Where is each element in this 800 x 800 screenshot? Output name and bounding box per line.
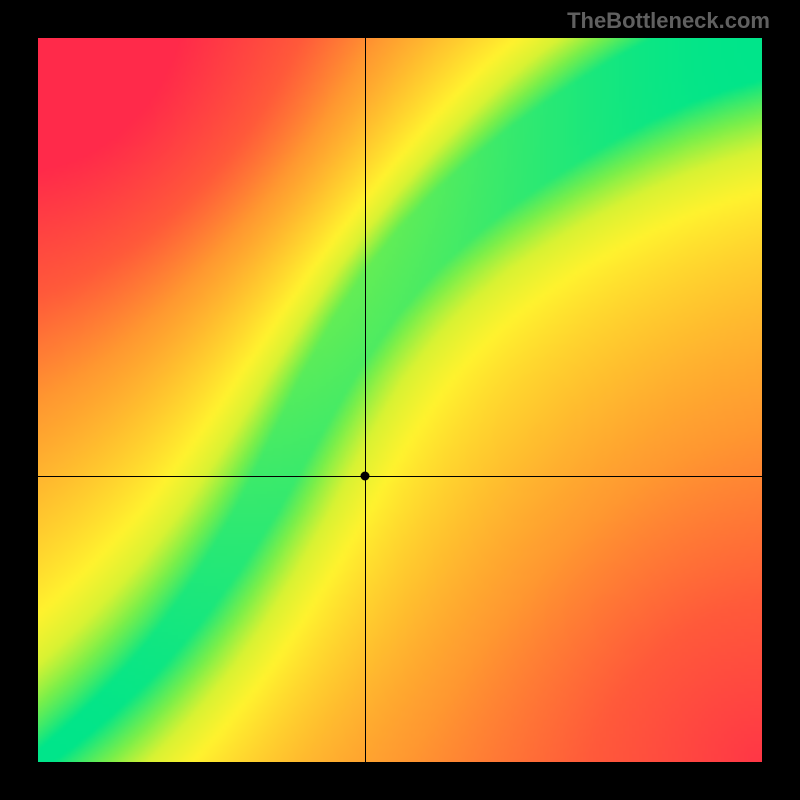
heatmap-canvas	[38, 38, 762, 762]
crosshair-horizontal	[38, 476, 762, 477]
watermark-text: TheBottleneck.com	[567, 8, 770, 34]
crosshair-marker	[361, 472, 370, 481]
crosshair-vertical	[365, 38, 366, 762]
heatmap-plot-area	[38, 38, 762, 762]
